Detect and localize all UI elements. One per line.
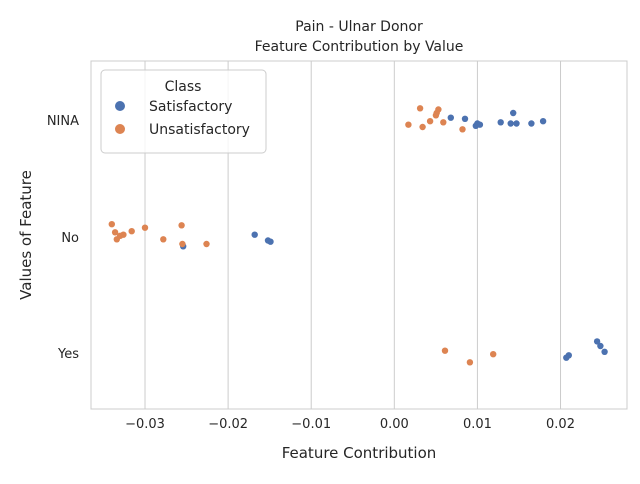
y-tick-label: NINA bbox=[47, 114, 79, 129]
point-unsatisfactory bbox=[203, 240, 210, 248]
x-tick-label: −0.01 bbox=[291, 417, 331, 432]
x-tick-label: −0.03 bbox=[125, 417, 165, 432]
point-unsatisfactory bbox=[490, 351, 497, 358]
legend-box bbox=[100, 69, 267, 154]
x-tick-label: 0.00 bbox=[380, 417, 409, 432]
x-tick-label: −0.02 bbox=[208, 417, 248, 432]
point-unsatisfactory bbox=[466, 359, 474, 366]
y-tick-labels: NINA No Yes bbox=[47, 114, 79, 362]
y-axis-label: Values of Feature bbox=[17, 170, 35, 300]
chart-subtitle: Feature Contribution by Value bbox=[255, 39, 464, 55]
point-unsatisfactory bbox=[178, 222, 185, 229]
axes-frame bbox=[90, 60, 628, 410]
point-satisfactory bbox=[601, 348, 608, 355]
x-axis-label: Feature Contribution bbox=[282, 444, 437, 462]
point-unsatisfactory bbox=[128, 228, 135, 235]
legend-label-unsatisfactory: Unsatisfactory bbox=[149, 122, 250, 138]
point-satisfactory bbox=[461, 115, 469, 123]
point-satisfactory bbox=[513, 120, 520, 127]
point-satisfactory bbox=[539, 118, 547, 125]
x-tick-label: 0.01 bbox=[463, 417, 492, 432]
point-satisfactory bbox=[565, 352, 572, 359]
point-satisfactory bbox=[476, 121, 484, 128]
point-satisfactory bbox=[593, 338, 601, 345]
legend: Class Satisfactory Unsatisfactory bbox=[100, 69, 267, 154]
point-unsatisfactory bbox=[426, 118, 434, 125]
points-layer bbox=[108, 105, 608, 366]
point-unsatisfactory bbox=[179, 240, 186, 248]
point-unsatisfactory bbox=[432, 112, 440, 119]
point-satisfactory bbox=[507, 120, 514, 127]
point-unsatisfactory bbox=[111, 229, 119, 236]
point-satisfactory bbox=[510, 109, 517, 117]
y-tick-label: No bbox=[61, 231, 79, 246]
point-unsatisfactory bbox=[459, 126, 466, 133]
point-satisfactory bbox=[528, 120, 535, 127]
legend-label-satisfactory: Satisfactory bbox=[149, 99, 232, 115]
point-satisfactory bbox=[597, 342, 604, 350]
legend-marker-unsatisfactory bbox=[115, 124, 125, 134]
point-satisfactory bbox=[267, 238, 274, 245]
point-satisfactory bbox=[497, 119, 504, 126]
legend-marker-satisfactory bbox=[115, 101, 125, 111]
legend-title: Class bbox=[165, 79, 202, 95]
point-unsatisfactory bbox=[441, 347, 449, 354]
point-unsatisfactory bbox=[113, 236, 121, 243]
x-tick-label: 0.02 bbox=[546, 417, 575, 432]
point-unsatisfactory bbox=[108, 221, 116, 228]
point-unsatisfactory bbox=[419, 123, 426, 131]
x-tick-labels: −0.03 −0.02 −0.01 0.00 0.01 0.02 bbox=[125, 417, 575, 432]
y-tick-label: Yes bbox=[57, 347, 79, 362]
point-unsatisfactory bbox=[440, 119, 447, 126]
point-unsatisfactory bbox=[160, 236, 167, 243]
point-satisfactory bbox=[251, 231, 258, 238]
point-satisfactory bbox=[447, 114, 454, 121]
point-unsatisfactory bbox=[141, 224, 149, 231]
chart-title: Pain - Ulnar Donor bbox=[295, 19, 423, 35]
point-unsatisfactory bbox=[405, 121, 412, 128]
point-unsatisfactory bbox=[416, 105, 424, 112]
